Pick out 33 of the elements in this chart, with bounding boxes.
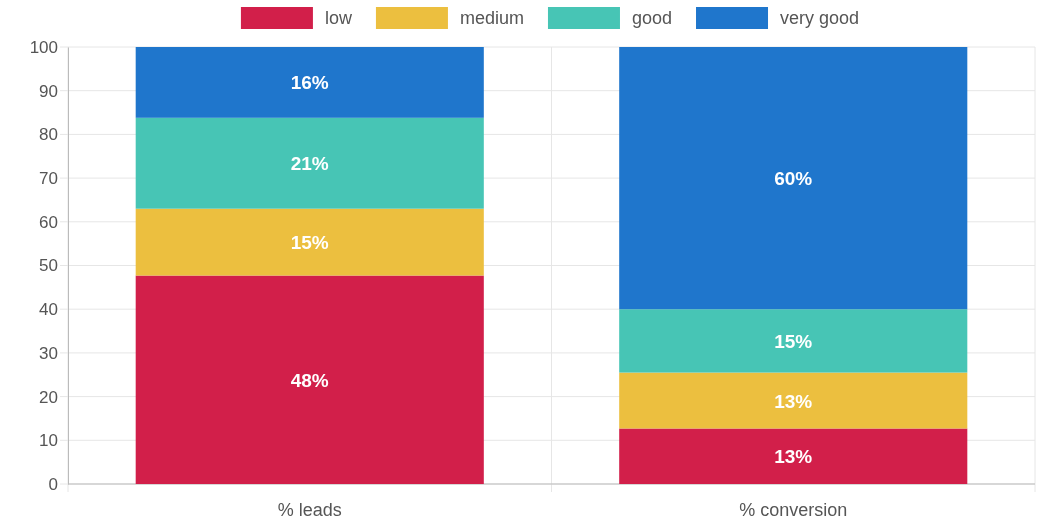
y-tick-label: 90 — [39, 81, 58, 101]
y-tick-label: 0 — [48, 474, 58, 494]
bar — [619, 372, 968, 429]
bar — [135, 117, 484, 209]
y-tick-label: 10 — [39, 431, 58, 451]
y-tick-label: 70 — [39, 169, 58, 189]
y-tick-label: 50 — [39, 256, 58, 276]
x-tick-label: % leads — [277, 500, 342, 520]
x-tick-label: % conversion — [739, 500, 848, 520]
y-tick-label: 60 — [39, 212, 58, 232]
bar — [135, 208, 484, 276]
bar — [619, 428, 968, 484]
y-tick-label: 100 — [29, 37, 58, 57]
data-label: 13% — [774, 390, 813, 412]
y-tick-label: 30 — [39, 343, 58, 363]
bar — [135, 275, 484, 484]
data-label: 21% — [290, 153, 329, 175]
data-label: 48% — [290, 369, 329, 391]
y-tick-label: 40 — [39, 300, 58, 320]
data-label: 13% — [774, 446, 813, 468]
legend-label: medium — [459, 8, 524, 28]
legend-label: good — [631, 8, 673, 28]
data-label: 60% — [774, 168, 813, 190]
data-label: 15% — [774, 330, 813, 352]
bar — [135, 47, 484, 118]
legend-label: low — [324, 8, 353, 28]
legend-label: very good — [780, 8, 860, 28]
data-label: 15% — [290, 232, 329, 254]
bar — [619, 47, 968, 310]
y-tick-label: 20 — [39, 387, 58, 407]
bar — [619, 309, 968, 373]
y-tick-label: 80 — [39, 125, 58, 145]
data-label: 16% — [290, 72, 329, 94]
